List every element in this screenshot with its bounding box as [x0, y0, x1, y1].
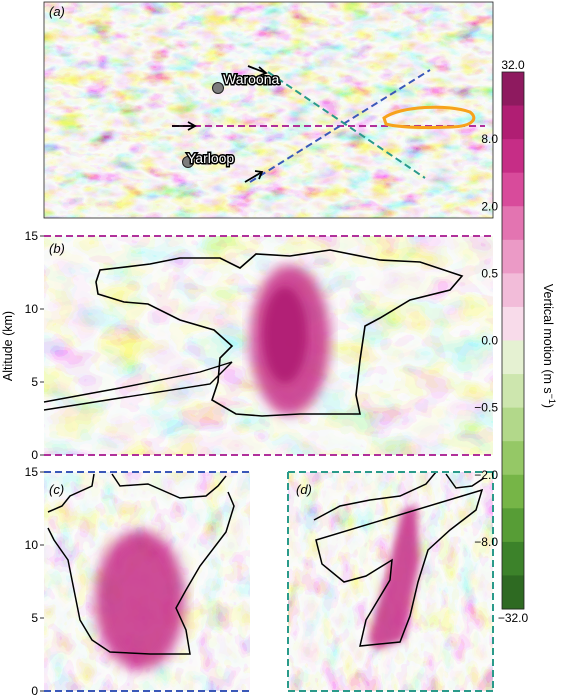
panel-c: (c) [44, 471, 250, 692]
colorbar-box [502, 273, 524, 308]
y-tick-label: 10 [25, 538, 39, 552]
y-tick-label: 5 [31, 375, 38, 389]
colorbar-box [502, 172, 524, 207]
panel-b-cloud-base [43, 361, 233, 411]
panel-a-frame [43, 1, 494, 219]
colorbar-box [502, 541, 524, 576]
panel-d-cloud-outline [313, 471, 485, 647]
y-axes: Altitude (km) 15 10 5 0 15 10 5 0 [1, 229, 44, 697]
y-tick-label: 15 [25, 465, 39, 479]
colorbar-box [502, 575, 524, 610]
colorbar-title: Vertical motion (m s−1) [541, 284, 557, 408]
panel-b-label: (b) [49, 241, 65, 256]
panel-a-field [44, 2, 493, 218]
colorbar: Vertical motion (m s−1) 32.0 8.0 2.0 0.5 0.0… [474, 58, 557, 625]
y-tick-label: 0 [31, 684, 38, 697]
yarloop-label: Yarloop [187, 150, 234, 166]
colorbar-box [502, 508, 524, 543]
colorbar-tick-label: −8.0 [474, 535, 498, 549]
colorbar-tick-label: 0.0 [481, 334, 498, 348]
colorbar-tick-label: −0.5 [474, 401, 498, 415]
colorbar-box [502, 105, 524, 140]
y-tick-label: 0 [31, 448, 38, 462]
y-axis-title: Altitude (km) [1, 311, 15, 381]
panel-b-updraft-core [263, 287, 307, 383]
section-line-d [267, 71, 426, 179]
section-line-c [249, 69, 431, 183]
colorbar-box [502, 407, 524, 442]
colorbar-tick-label: 8.0 [481, 132, 498, 146]
yarloop-marker [182, 156, 194, 168]
colorbar-tick-label: −2.0 [474, 468, 498, 482]
panel-c-updraft [95, 530, 185, 670]
waroona-label: Waroona [223, 71, 280, 87]
colorbar-tick-label: 2.0 [481, 199, 498, 213]
colorbar-frame [501, 71, 525, 610]
colorbar-box [502, 441, 524, 476]
colorbar-box [502, 206, 524, 241]
y-tick-label: 15 [25, 229, 39, 243]
arrow-b [172, 121, 197, 131]
arrow-c [244, 170, 264, 183]
colorbar-box [502, 72, 524, 107]
colorbar-tick-label: −32.0 [498, 611, 529, 625]
colorbar-box [502, 340, 524, 375]
fire-perimeter [382, 105, 476, 130]
colorbar-tick-label: 0.5 [481, 266, 498, 280]
panel-a-label: (a) [49, 4, 65, 19]
colorbar-tick-label: 32.0 [501, 58, 525, 72]
colorbar-box [502, 139, 524, 174]
panel-c-label: (c) [49, 482, 64, 497]
panel-b-cloud-outline [95, 249, 464, 417]
panel-a: Waroona Yarloop (a) [43, 1, 494, 219]
colorbar-box [502, 374, 524, 409]
colorbar-box [502, 239, 524, 274]
panel-d-updraft [368, 506, 420, 650]
panel-c-cloud-outline [47, 473, 235, 655]
arrow-d [247, 65, 268, 77]
panel-d: (d) [287, 471, 494, 692]
colorbar-box [502, 306, 524, 341]
waroona-marker [212, 82, 224, 94]
panel-d-label: (d) [296, 482, 312, 497]
y-tick-label: 5 [31, 611, 38, 625]
colorbar-box [502, 474, 524, 509]
panel-b: (b) [43, 235, 493, 456]
y-tick-label: 10 [25, 302, 39, 316]
